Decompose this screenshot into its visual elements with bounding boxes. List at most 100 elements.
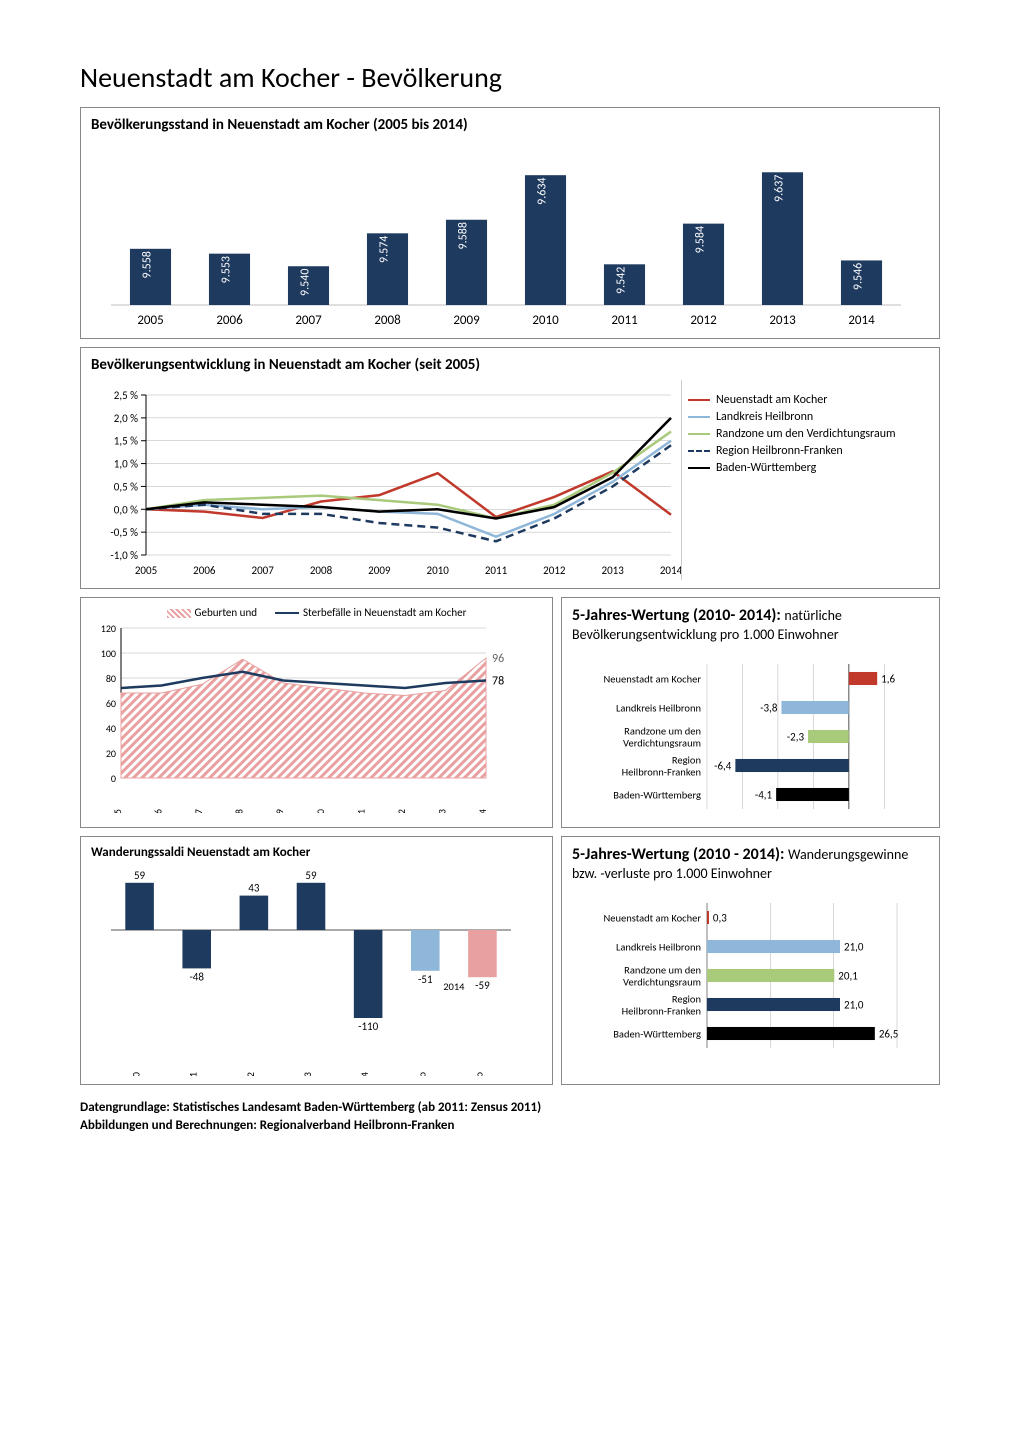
footer-line-2: Abbildungen und Berechnungen: Regionalve… <box>80 1117 940 1135</box>
svg-text:2011: 2011 <box>187 1072 200 1076</box>
nat5-title: 5-Jahres-Wertung (2010- 2014): <box>572 606 781 625</box>
svg-text:-1,0 %: -1,0 % <box>110 549 138 562</box>
legend-population-lines: Neuenstadt am Kocher Landkreis Heilbronn R… <box>681 380 929 580</box>
svg-text:männl. Saldo: männl. Saldo <box>415 1072 428 1076</box>
svg-text:0,0 %: 0,0 % <box>114 503 138 516</box>
svg-text:21,0: 21,0 <box>844 999 864 1012</box>
svg-text:Verdichtungsraum: Verdichtungsraum <box>623 976 701 989</box>
svg-text:120: 120 <box>101 623 116 635</box>
svg-text:2008: 2008 <box>374 313 401 328</box>
svg-text:-6,4: -6,4 <box>714 760 732 773</box>
svg-text:2007: 2007 <box>192 809 205 813</box>
svg-text:-4,1: -4,1 <box>755 789 773 802</box>
svg-text:Heilbronn-Franken: Heilbronn-Franken <box>622 1005 701 1018</box>
chart-births-deaths: 0204060801001207896200520062007200820092… <box>91 623 521 813</box>
svg-text:Neuenstadt am Kocher: Neuenstadt am Kocher <box>603 673 701 686</box>
svg-text:2005: 2005 <box>135 564 157 577</box>
svg-text:9.637: 9.637 <box>773 175 787 202</box>
svg-text:2005: 2005 <box>111 809 124 813</box>
svg-text:weibl. Saldo: weibl. Saldo <box>472 1072 485 1076</box>
svg-text:100: 100 <box>101 647 116 660</box>
svg-text:9.542: 9.542 <box>615 267 629 294</box>
svg-text:2013: 2013 <box>435 809 448 813</box>
svg-text:Baden-Württemberg: Baden-Württemberg <box>613 789 701 802</box>
svg-text:2006: 2006 <box>152 809 165 813</box>
svg-text:2008: 2008 <box>233 809 246 813</box>
panel-migration-saldi: Wanderungssaldi Neuenstadt am Kocher 59 2… <box>80 836 553 1085</box>
panel-natural-5yr: 5-Jahres-Wertung (2010- 2014): natürlich… <box>561 597 940 828</box>
migr-title: Wanderungssaldi Neuenstadt am Kocher <box>91 845 542 860</box>
svg-text:-59: -59 <box>475 979 490 992</box>
svg-text:2006: 2006 <box>216 313 243 328</box>
svg-text:43: 43 <box>248 882 260 895</box>
svg-text:2014: 2014 <box>358 1071 371 1076</box>
svg-text:Neuenstadt am Kocher: Neuenstadt am Kocher <box>603 912 701 925</box>
svg-text:9.634: 9.634 <box>536 178 550 205</box>
svg-text:59: 59 <box>134 869 146 882</box>
svg-text:20,1: 20,1 <box>838 970 858 983</box>
chart-title-popbars: Bevölkerungsstand in Neuenstadt am Koche… <box>91 116 929 134</box>
svg-text:2011: 2011 <box>485 564 508 577</box>
legend-item: Neuenstadt am Kocher <box>688 393 929 407</box>
panel-births-deaths: Geburten und Sterbefälle in Neuenstadt a… <box>80 597 553 828</box>
panel-population-lines: Bevölkerungsentwicklung in Neuenstadt am… <box>80 347 940 589</box>
svg-text:2011: 2011 <box>611 313 637 328</box>
footer-line-1: Datengrundlage: Statistisches Landesamt … <box>80 1099 940 1117</box>
svg-text:Verdichtungsraum: Verdichtungsraum <box>623 737 701 750</box>
svg-text:9.546: 9.546 <box>852 263 866 290</box>
svg-text:60: 60 <box>106 697 116 710</box>
svg-text:80: 80 <box>106 672 116 685</box>
svg-text:2009: 2009 <box>453 313 480 328</box>
svg-text:2014: 2014 <box>660 564 681 577</box>
svg-text:2012: 2012 <box>395 809 408 813</box>
svg-text:Landkreis Heilbronn: Landkreis Heilbronn <box>616 702 701 715</box>
svg-text:2010: 2010 <box>427 564 450 577</box>
svg-text:9.584: 9.584 <box>694 226 708 253</box>
svg-text:1,6: 1,6 <box>881 673 895 686</box>
svg-text:Heilbronn-Franken: Heilbronn-Franken <box>622 766 701 779</box>
svg-text:0,3: 0,3 <box>713 912 727 925</box>
svg-text:26,5: 26,5 <box>879 1028 898 1041</box>
svg-text:1,0 %: 1,0 % <box>114 458 138 471</box>
legend-births: Geburten und <box>167 606 257 619</box>
svg-text:2010: 2010 <box>130 1071 143 1076</box>
svg-text:2014: 2014 <box>848 313 875 328</box>
chart-population-bars: 9.55820059.55320069.54020079.57420089.58… <box>91 140 911 330</box>
chart-migration-5yr: Neuenstadt am Kocher 0,3 Landkreis Heilbro… <box>572 883 927 1058</box>
svg-text:2014: 2014 <box>443 980 465 993</box>
svg-text:1,5 %: 1,5 % <box>114 435 138 448</box>
svg-text:0,5 %: 0,5 % <box>114 480 138 493</box>
legend-deaths: Sterbefälle in Neuenstadt am Kocher <box>275 606 466 619</box>
footer: Datengrundlage: Statistisches Landesamt … <box>80 1099 940 1135</box>
panel-migration-5yr: 5-Jahres-Wertung (2010 - 2014): Wanderun… <box>561 836 940 1085</box>
svg-text:2007: 2007 <box>252 564 275 577</box>
svg-text:2010: 2010 <box>314 809 327 813</box>
svg-text:2007: 2007 <box>295 313 322 328</box>
chart-migration-saldi: 592010-482011432012592013-1102014-51männ… <box>91 866 521 1076</box>
legend-item: Landkreis Heilbronn <box>688 410 929 424</box>
svg-text:-48: -48 <box>189 970 204 983</box>
svg-text:2010: 2010 <box>532 313 559 328</box>
svg-text:2009: 2009 <box>273 809 286 813</box>
svg-text:9.558: 9.558 <box>141 251 155 278</box>
svg-text:96: 96 <box>492 652 504 666</box>
svg-text:2012: 2012 <box>543 564 566 577</box>
svg-text:9.540: 9.540 <box>299 269 313 296</box>
svg-text:2,5 %: 2,5 % <box>114 389 138 402</box>
svg-text:-51: -51 <box>418 973 433 986</box>
legend-item: Region Heilbronn-Franken <box>688 444 929 458</box>
svg-text:2011: 2011 <box>354 809 367 813</box>
page-title: Neuenstadt am Kocher - Bevölkerung <box>80 60 940 95</box>
svg-text:2008: 2008 <box>310 564 333 577</box>
svg-text:9.553: 9.553 <box>220 256 234 283</box>
svg-text:9.588: 9.588 <box>457 222 471 249</box>
svg-text:2013: 2013 <box>602 564 625 577</box>
svg-text:9.574: 9.574 <box>378 236 392 263</box>
svg-text:Landkreis Heilbronn: Landkreis Heilbronn <box>616 941 701 954</box>
svg-text:78: 78 <box>492 675 504 689</box>
chart-natural-5yr: Neuenstadt am Kocher 1,6 Landkreis Heilbro… <box>572 644 927 819</box>
svg-text:2013: 2013 <box>769 313 796 328</box>
svg-text:-2,3: -2,3 <box>787 731 805 744</box>
svg-text:2,0 %: 2,0 % <box>114 412 138 425</box>
migr5-title: 5-Jahres-Wertung (2010 - 2014): <box>572 845 784 864</box>
